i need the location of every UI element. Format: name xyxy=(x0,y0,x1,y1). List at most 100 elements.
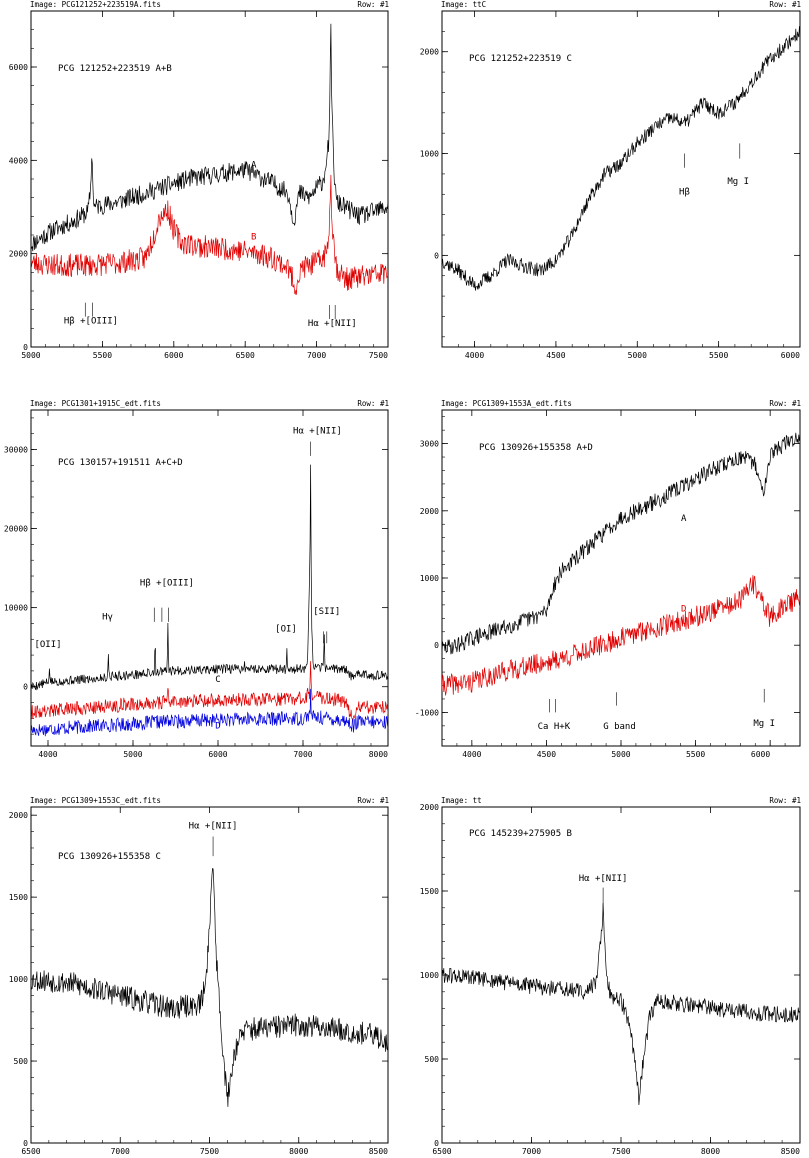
x-tick-label: 5500 xyxy=(709,351,728,360)
x-tick-label: 7500 xyxy=(611,1147,630,1156)
line-annotation: G band xyxy=(603,722,636,732)
image-header: Image: PCG1309+1553A_edt.fits xyxy=(441,399,572,408)
y-tick-label: 20000 xyxy=(4,525,28,534)
spectrum-panel-6: Image: tt Row: #1 6500 7000 7500 8000 8500 0 500… xyxy=(420,796,801,1156)
row-header: Row: #1 xyxy=(357,796,389,805)
x-tick-label: 7000 xyxy=(307,351,326,360)
x-tick-label: 6000 xyxy=(781,351,800,360)
y-tick-label: 0 xyxy=(434,641,439,650)
y-tick-label: 30000 xyxy=(4,446,28,455)
y-tick-label: 500 xyxy=(14,1057,29,1066)
y-tick-label: 1000 xyxy=(420,971,439,980)
x-tick-label: 5500 xyxy=(686,750,705,759)
y-tick-label: 2000 xyxy=(420,507,439,516)
x-tick-label: 6500 xyxy=(236,351,255,360)
x-tick-label: 5500 xyxy=(93,351,112,360)
x-tick-label: 6000 xyxy=(164,351,183,360)
line-annotation: Ca H+K xyxy=(538,722,571,732)
spectrum-line xyxy=(31,688,388,737)
y-tick-label: 6000 xyxy=(9,63,28,72)
line-annotation: [OII] xyxy=(34,640,61,650)
row-header: Row: #1 xyxy=(769,0,801,9)
panel-label: PCG 130157+191511 A+C+D xyxy=(58,458,183,468)
y-tick-label: -1000 xyxy=(415,708,439,717)
image-header: Image: PCG121252+223519A.fits xyxy=(30,0,161,9)
y-tick-label: 4000 xyxy=(9,156,28,165)
y-tick-label: 1000 xyxy=(9,975,28,984)
y-tick-label: 1500 xyxy=(420,887,439,896)
spectrum-line xyxy=(31,868,388,1107)
row-header: Row: #1 xyxy=(357,399,389,408)
x-tick-label: 6000 xyxy=(208,750,227,759)
x-tick-label: 4000 xyxy=(38,750,57,759)
x-tick-label: 4000 xyxy=(462,750,481,759)
series-label: B xyxy=(251,233,256,243)
x-tick-label: 5000 xyxy=(21,351,40,360)
x-tick-label: 7500 xyxy=(200,1147,219,1156)
x-tick-label: 6500 xyxy=(21,1147,40,1156)
spectrum-panel-5: Image: PCG1309+1553C_edt.fits Row: #1 6500… xyxy=(9,796,389,1156)
x-tick-label: 5000 xyxy=(628,351,647,360)
y-tick-label: 1500 xyxy=(9,893,28,902)
y-tick-label: 0 xyxy=(434,1139,439,1148)
line-annotation: Hα +[NII] xyxy=(579,874,628,884)
x-tick-label: 4500 xyxy=(546,351,565,360)
panel-label: PCG 121252+223519 A+B xyxy=(58,64,172,74)
y-tick-label: 2000 xyxy=(420,803,439,812)
x-tick-label: 8500 xyxy=(781,1147,800,1156)
y-tick-label: 1000 xyxy=(420,150,439,159)
spectrum-line xyxy=(31,174,388,296)
line-annotation: [SII] xyxy=(313,607,340,617)
x-tick-label: 4000 xyxy=(465,351,484,360)
x-tick-label: 8000 xyxy=(289,1147,308,1156)
series-label: D xyxy=(681,605,686,615)
x-tick-label: 8500 xyxy=(369,1147,388,1156)
plot-frame xyxy=(30,409,389,747)
x-tick-label: 4500 xyxy=(537,750,556,759)
x-tick-label: 7500 xyxy=(369,351,388,360)
line-annotation: Hγ xyxy=(102,613,113,623)
spectrum-panel-1: Image: PCG121252+223519A.fits Row: #1 5000… xyxy=(9,0,389,360)
spectrum-line xyxy=(442,432,800,655)
spectrum-line xyxy=(31,23,388,252)
line-annotation: Hα +[NII] xyxy=(189,821,238,831)
y-tick-label: 2000 xyxy=(9,811,28,820)
line-annotation: Hα +[NII] xyxy=(308,319,357,329)
series-label: A xyxy=(215,697,221,707)
x-tick-label: 5000 xyxy=(123,750,142,759)
y-tick-label: 0 xyxy=(434,251,439,260)
spectrum-line xyxy=(442,575,800,696)
x-tick-label: 7000 xyxy=(111,1147,130,1156)
x-tick-label: 8000 xyxy=(369,750,388,759)
spectrum-panel-2: Image: ttC Row: #1 4000 4500 5000 5500 6000 0 10… xyxy=(420,0,801,360)
plot-frame xyxy=(441,806,801,1144)
y-tick-label: 0 xyxy=(23,343,28,352)
series-label: D xyxy=(215,722,220,732)
row-header: Row: #1 xyxy=(769,796,801,805)
panel-label: PCG 130926+155358 A+D xyxy=(479,443,593,453)
spectrum-panel-4: Image: PCG1309+1553A_edt.fits Row: #1 4000… xyxy=(415,399,801,759)
x-tick-label: 8000 xyxy=(701,1147,720,1156)
panel-label: PCG 145239+275905 B xyxy=(469,829,572,839)
panel-label: PCG 121252+223519 C xyxy=(469,54,572,64)
series-label: A xyxy=(251,160,257,170)
line-annotation: Hβ +[OIII] xyxy=(64,317,118,327)
spectrum-panel-3: Image: PCG1301+1915C_edt.fits Row: #1 4000… xyxy=(4,399,389,759)
y-tick-label: 0 xyxy=(23,683,28,692)
image-header: Image: PCG1309+1553C_edt.fits xyxy=(30,796,161,805)
line-annotation: Hβ xyxy=(679,187,690,197)
y-tick-label: 2000 xyxy=(9,250,28,259)
series-label: A xyxy=(681,514,687,524)
image-header: Image: PCG1301+1915C_edt.fits xyxy=(30,399,161,408)
line-annotation: Hβ +[OIII] xyxy=(140,579,194,589)
row-header: Row: #1 xyxy=(357,0,389,9)
panel-label: PCG 130926+155358 C xyxy=(58,852,161,862)
line-annotation: [OI] xyxy=(275,624,297,634)
y-tick-label: 10000 xyxy=(4,604,28,613)
line-annotation: Hα +[NII] xyxy=(293,427,342,437)
x-tick-label: 7000 xyxy=(293,750,312,759)
spectrum-line xyxy=(31,464,388,691)
line-annotation: Mg I xyxy=(727,177,749,187)
x-tick-label: 6500 xyxy=(432,1147,451,1156)
y-tick-label: 1000 xyxy=(420,574,439,583)
